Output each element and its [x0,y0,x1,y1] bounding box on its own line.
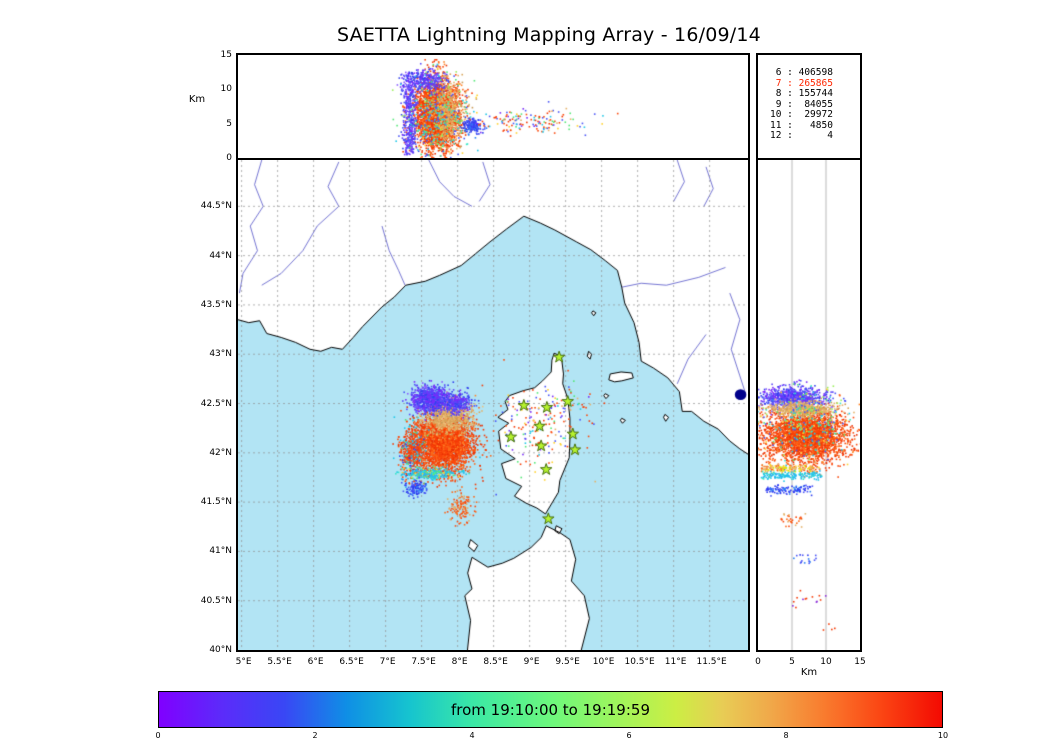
alt-tick-label-bottom: 15 [854,657,866,667]
lon-tick-label: 7.5°E [411,657,436,667]
colorbar-tick-label: 8 [783,731,789,740]
lon-tick-label: 9.5°E [555,657,580,667]
stat-row: 12 : 4 [770,130,833,141]
stat-row: 11 : 4850 [770,119,833,131]
lat-tick-label: 43°N [209,349,232,360]
lon-tick-label: 8°E [451,657,468,667]
altitude-vs-latitude-panel [756,158,862,652]
altitude-axis-label-left: Km [188,94,206,105]
lat-tick-label: 44°N [209,250,232,261]
stat-row: 8 : 155744 [770,88,833,99]
lon-tick-label: 7°E [379,657,396,667]
lon-tick-label: 9°E [523,657,540,667]
plot-title: SAETTA Lightning Mapping Array - 16/09/1… [337,24,761,46]
lat-tick-label: 40°N [209,645,232,655]
lon-tick-label: 6.5°E [339,657,364,667]
lon-tick-label: 11.5°E [696,657,727,667]
stat-row: 9 : 84055 [770,98,833,110]
lat-tick-label: 40.5°N [200,595,232,606]
alt-tick-label-left: 5 [226,118,232,129]
lat-tick-label: 42.5°N [200,398,232,409]
lat-tick-label: 43.5°N [200,299,232,310]
alt-tick-label-left: 0 [226,153,232,163]
lat-tick-label: 41°N [209,546,232,557]
lon-tick-label: 10.5°E [624,657,655,667]
colorbar: from 19:10:00 to 19:19:59 [158,691,943,728]
lon-tick-label: 11°E [664,657,687,667]
alt-tick-label-left: 10 [220,84,232,95]
map-canvas [238,160,748,650]
alt-tick-label-bottom: 5 [789,657,795,667]
altitude-vs-longitude-canvas [238,55,748,158]
lat-tick-label: 42°N [209,447,232,458]
map-panel [236,158,750,652]
altitude-vs-longitude-panel [236,53,750,160]
lon-tick-label: 6°E [307,657,324,667]
lat-tick-label: 44.5°N [200,201,232,212]
colorbar-label: from 19:10:00 to 19:19:59 [450,700,650,719]
colorbar-tick-label: 0 [155,731,161,740]
lat-tick-label: 41.5°N [200,497,232,508]
stat-row: 6 : 406598 [770,67,833,78]
stat-row: 7 : 265865 [770,77,833,89]
alt-tick-label-left: 15 [220,50,232,60]
stat-row: 10 : 29972 [770,109,833,120]
station-count-stats-panel: 6 : 406598 7 : 265865 8 : 155744 9 : 840… [756,53,862,160]
alt-tick-label-bottom: 0 [755,657,761,667]
lon-tick-label: 5.5°E [267,657,292,667]
colorbar-tick-label: 6 [626,731,632,740]
colorbar-tick-label: 2 [312,731,318,740]
stats-rows: 6 : 406598 7 : 265865 8 : 155744 9 : 840… [770,67,860,142]
lon-tick-label: 8.5°E [483,657,508,667]
lon-tick-label: 5°E [235,657,252,667]
colorbar-tick-label: 4 [469,731,475,740]
altitude-vs-latitude-canvas [758,160,860,650]
altitude-axis-label-bottom: Km [800,667,818,678]
colorbar-tick-label: 10 [937,731,949,740]
lon-tick-label: 10°E [592,657,615,667]
alt-tick-label-bottom: 10 [820,657,832,667]
